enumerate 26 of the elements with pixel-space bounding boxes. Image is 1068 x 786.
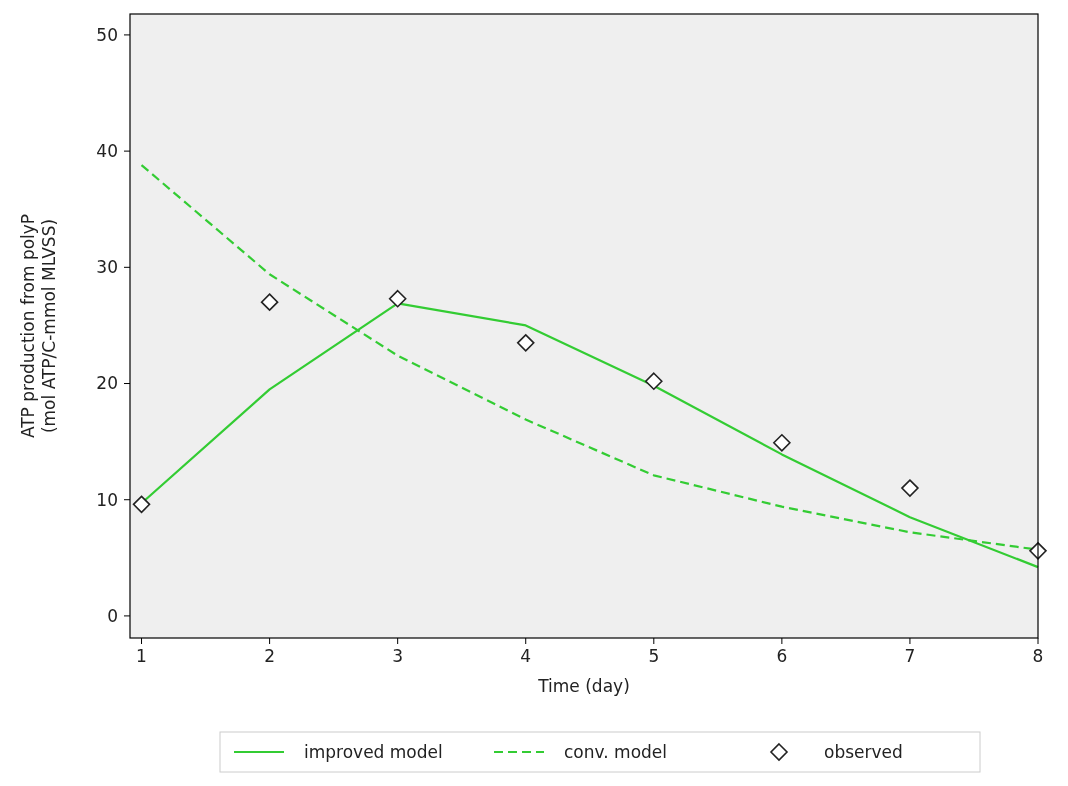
y-axis-title: ATP production from polyP (mol ATP/C-mmol MLVSS) — [18, 213, 59, 439]
x-tick-label: 8 — [1032, 646, 1044, 666]
x-tick-label: 3 — [392, 646, 404, 666]
point — [773, 433, 791, 452]
y-tick-label: 10 — [96, 489, 118, 510]
x-tick-label: 2 — [264, 646, 276, 666]
point — [132, 495, 151, 514]
point — [645, 372, 663, 390]
point — [260, 293, 279, 311]
x-tick-label: 4 — [520, 646, 532, 666]
y-tick-label: 0 — [107, 605, 118, 626]
x-tick-label: 5 — [648, 646, 660, 666]
x-tick-label: 1 — [136, 646, 147, 666]
y-tick-label: 30 — [96, 257, 118, 278]
x-tick-label: 7 — [904, 646, 916, 666]
y-tick-label: 20 — [96, 373, 118, 394]
legend-label: improved model — [304, 741, 443, 762]
y-tick-label: 40 — [96, 141, 118, 162]
x-axis-title: Time (day) — [537, 676, 630, 696]
point — [516, 334, 535, 352]
x-tick-label: 6 — [776, 646, 788, 666]
legend-label: observed — [824, 741, 903, 762]
point — [388, 289, 407, 308]
y-tick-label: 50 — [96, 24, 118, 45]
point — [901, 479, 919, 497]
legend-label: conv. model — [564, 741, 668, 762]
